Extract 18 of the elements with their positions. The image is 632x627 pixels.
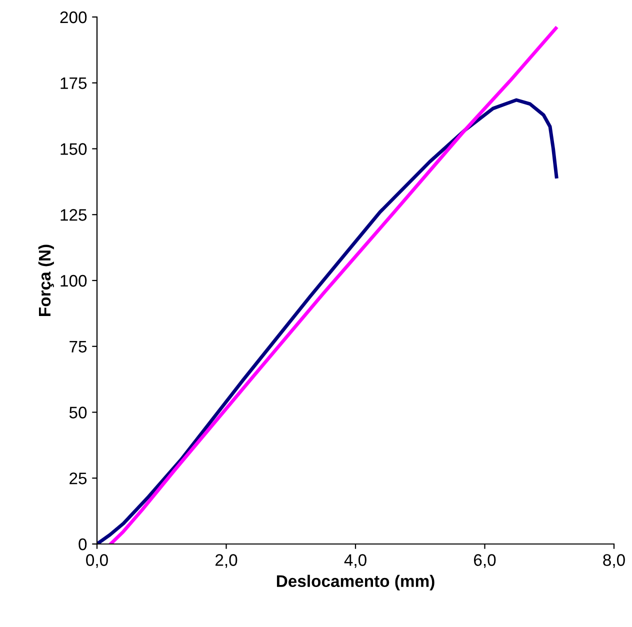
x-tick-label: 0,0 (86, 554, 108, 568)
y-tick-label: 50 (69, 406, 87, 418)
y-tick-label: 200 (60, 11, 87, 24)
y-tick-label: 0 (78, 538, 87, 550)
x-tick-label: 6,0 (474, 554, 496, 568)
line-series (108, 26, 558, 544)
y-tick-label: 100 (60, 274, 87, 287)
x-tick-label: 4,0 (344, 554, 366, 568)
y-tick-label: 125 (60, 209, 87, 221)
x-tick-label: 8,0 (603, 554, 625, 568)
line-series (97, 98, 558, 544)
y-tick-label: 150 (60, 143, 87, 155)
x-axis-title: Deslocamento (mm) (276, 574, 434, 590)
x-tick-label: 2,0 (216, 554, 238, 568)
y-tick-label: 25 (70, 472, 87, 484)
y-tick-label: 175 (60, 77, 87, 90)
y-axis-title: Força (N) (38, 244, 54, 316)
y-tick-label: 75 (70, 340, 87, 353)
